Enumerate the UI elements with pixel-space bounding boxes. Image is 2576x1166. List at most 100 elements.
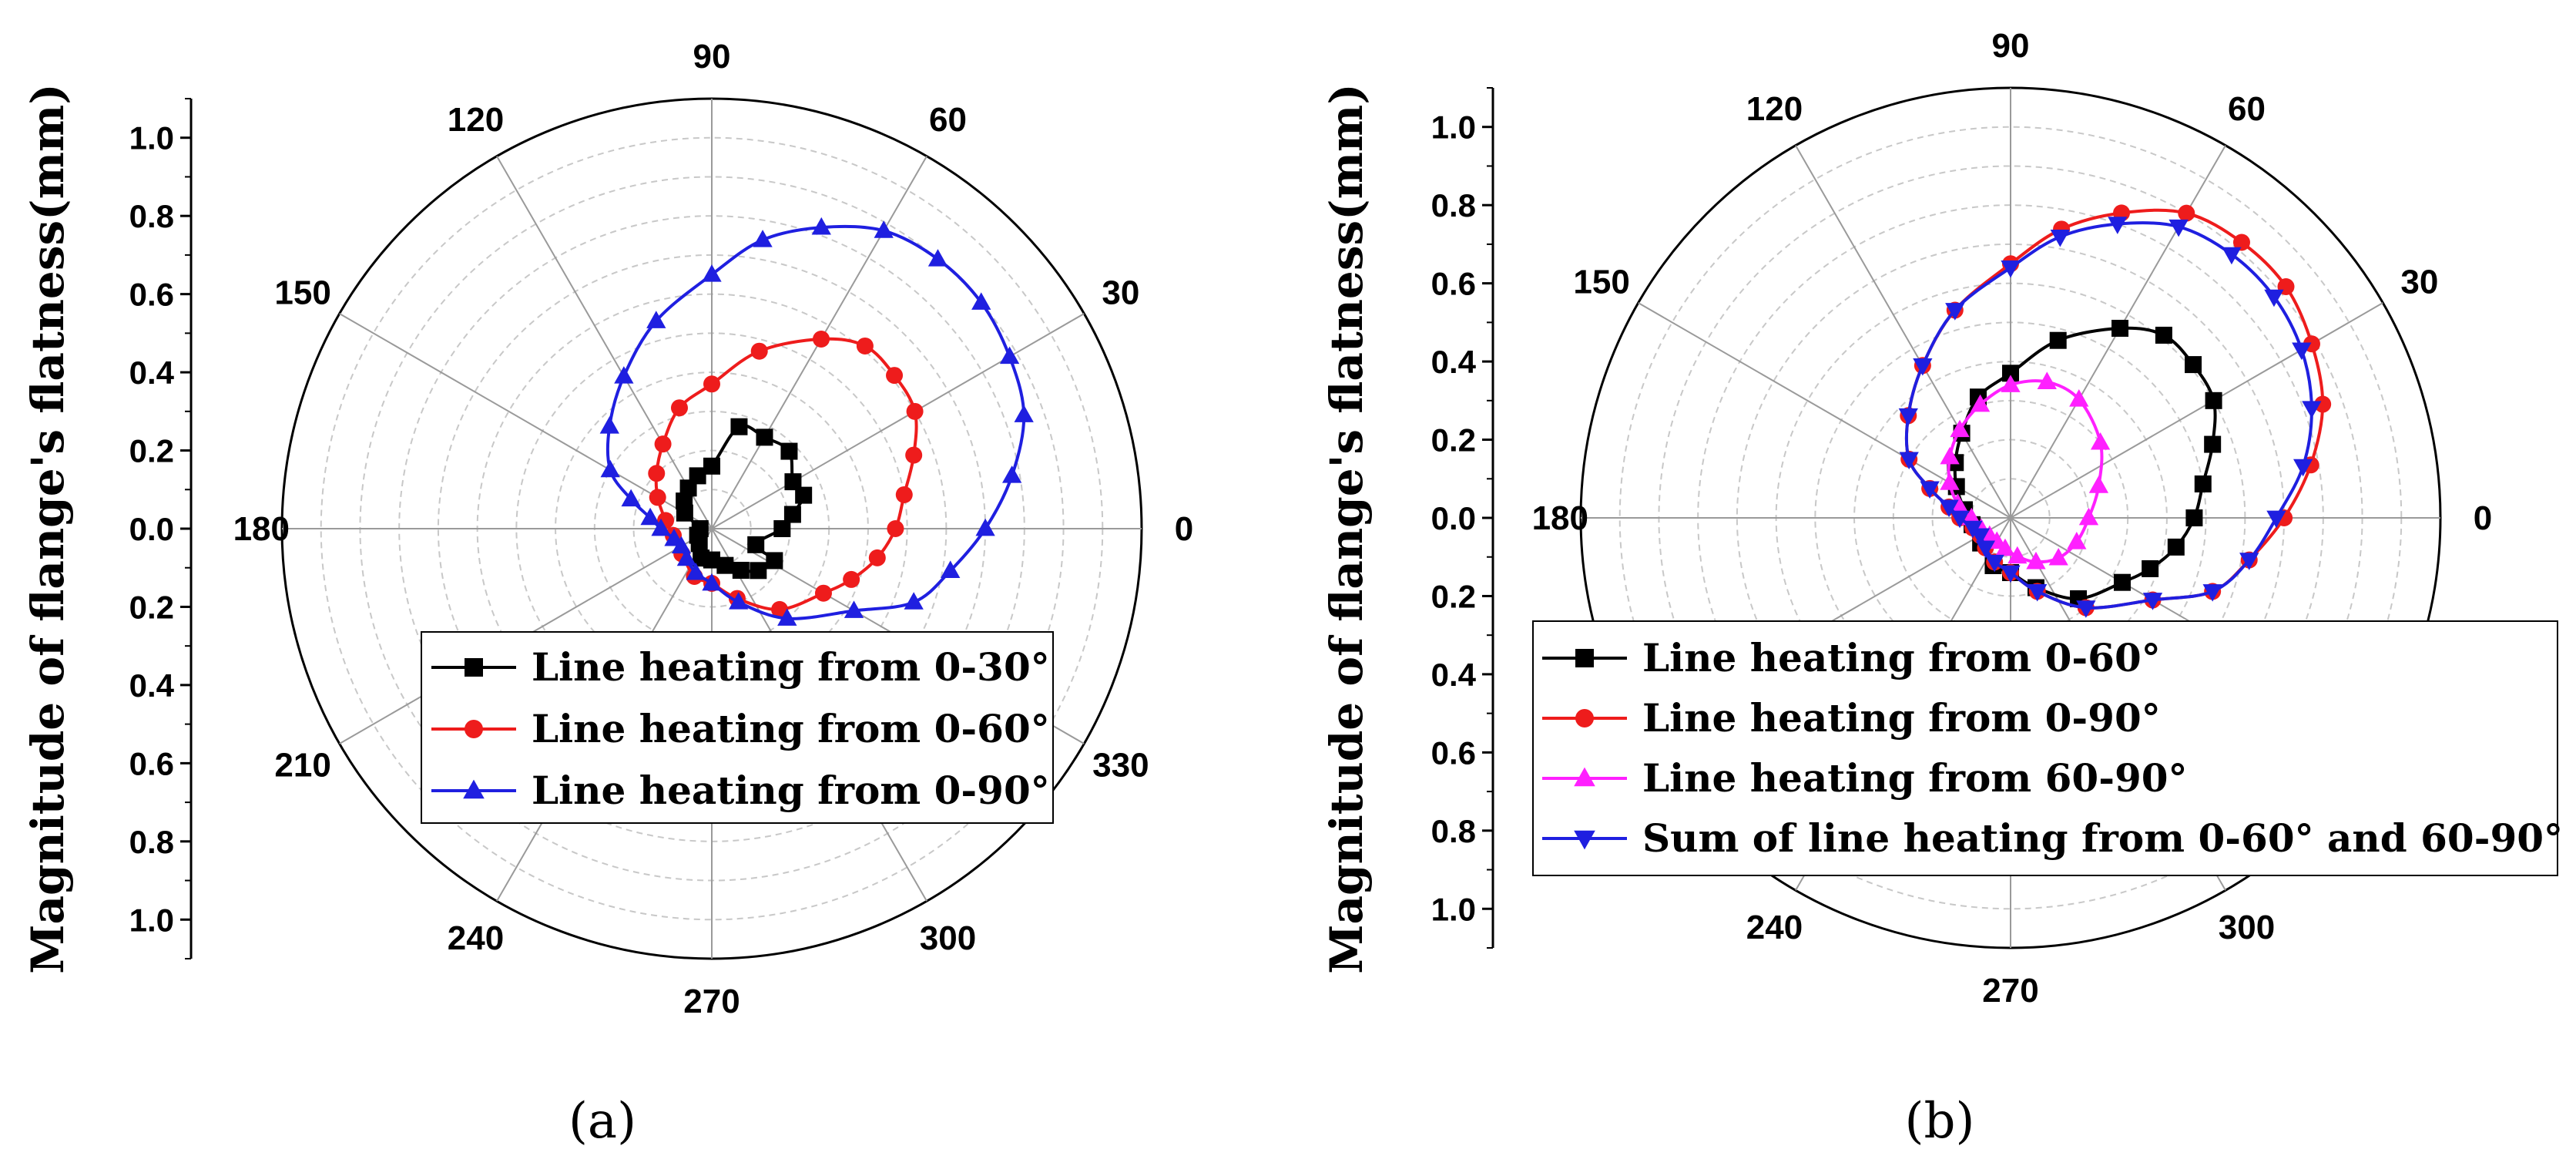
b-angle-label: 90: [1992, 27, 2030, 65]
a-data-point: [795, 486, 813, 504]
b-data-point: [2113, 573, 2131, 591]
a-data-point: [646, 311, 666, 328]
a-data-point: [640, 507, 660, 526]
b-angle-label: 60: [2228, 90, 2266, 128]
a-series-2: [599, 217, 1034, 626]
a-grid-spoke: [339, 313, 713, 529]
b-tick-label: 0.6: [1431, 734, 1476, 771]
a-data-point: [703, 551, 720, 569]
b-series-1: [1900, 204, 2332, 617]
a-data-point: [856, 337, 874, 355]
a-data-point: [599, 416, 619, 434]
a-angle-label: 270: [683, 983, 740, 1020]
b-data-point: [2202, 584, 2222, 602]
a-angle-label: 150: [274, 274, 330, 312]
b-data-point: [2185, 509, 2203, 526]
a-data-point: [905, 446, 923, 464]
a-data-point: [702, 264, 722, 282]
b-angle-label: 240: [1746, 909, 1803, 946]
b-angle-label: 300: [2219, 909, 2275, 946]
b-data-point: [1920, 481, 1940, 499]
a-data-point: [654, 435, 672, 453]
a-angle-label: 300: [920, 919, 976, 957]
b-data-point: [2178, 204, 2195, 222]
b-tick-label: 0.8: [1431, 187, 1476, 223]
a-angle-label: 0: [1175, 510, 1193, 548]
a-data-point: [670, 399, 688, 417]
b-data-point: [1975, 540, 1996, 559]
b-data-point: [2155, 326, 2172, 344]
a-series-0: [676, 418, 813, 580]
b-data-point: [2067, 532, 2087, 549]
a-data-point: [906, 402, 924, 420]
b-angle-label: 120: [1746, 90, 1803, 128]
a-tick-label: 0.4: [129, 667, 175, 704]
b-data-point: [1995, 538, 2015, 556]
panel-a-ylabel: Magnitude of flange's flatness(mm): [22, 83, 74, 974]
b-series-2: [1940, 371, 2111, 570]
a-tick-label: 0.2: [129, 433, 174, 469]
a-data-point: [771, 600, 789, 618]
b-tick-label: 0.4: [1431, 657, 1477, 693]
b-data-point: [2142, 559, 2159, 577]
panel-b-series: [1898, 204, 2332, 618]
b-legend-label: Line heating from 60-90°: [1642, 755, 2188, 801]
a-data-point: [843, 570, 860, 588]
a-data-point: [814, 584, 832, 602]
a-tick-label: 0.4: [129, 355, 175, 391]
b-angle-label: 0: [2474, 499, 2492, 537]
panel-a: Magnitude of flange's flatness(mm) 1.0 0.…: [22, 38, 1193, 1150]
b-data-point: [2088, 475, 2109, 493]
a-tick-label: 0.6: [129, 277, 174, 313]
a-data-point: [895, 486, 913, 503]
b-data-point: [2090, 432, 2111, 450]
a-grid-spoke: [711, 313, 1085, 529]
b-data-point: [2194, 475, 2212, 492]
panel-a-legend-box: [421, 631, 1054, 824]
b-legend-label: Line heating from 0-60°: [1642, 635, 2161, 680]
b-data-point: [2078, 507, 2099, 526]
a-angle-label: 240: [448, 919, 504, 957]
b-angle-label: 180: [1532, 499, 1588, 537]
a-data-point: [648, 465, 666, 482]
b-angle-label: 30: [2400, 264, 2438, 301]
a-data-point: [747, 536, 765, 553]
b-data-point: [1899, 452, 1919, 470]
b-data-point: [2076, 600, 2096, 618]
b-tick-label: 0.2: [1431, 422, 1476, 459]
panel-b-radial-axis: 1.0 0.8 0.6 0.4 0.2 0.0 0.2 0.4 0.6 0.8 1.0: [1431, 87, 1494, 949]
b-data-point: [2266, 510, 2286, 529]
a-data-point: [703, 375, 720, 393]
b-data-point: [2002, 365, 2019, 382]
a-data-point: [686, 563, 706, 580]
a-data-point: [753, 230, 773, 247]
a-data-point: [676, 504, 693, 522]
a-tick-label: 0.8: [129, 824, 174, 860]
b-data-point: [1945, 303, 1965, 321]
a-data-point: [927, 249, 948, 267]
a-data-point: [904, 592, 924, 610]
b-data-point: [2028, 583, 2048, 602]
a-legend-marker: [465, 720, 483, 738]
a-data-point: [783, 506, 801, 523]
b-tick-label: 0.4: [1431, 344, 1477, 380]
a-angle-label: 60: [929, 101, 967, 139]
a-data-point: [651, 518, 671, 536]
b-data-point: [2037, 371, 2057, 389]
a-data-point: [773, 520, 791, 537]
b-data-point: [2048, 547, 2068, 566]
b-data-point: [1984, 554, 2004, 573]
panel-a-caption: (a): [569, 1093, 636, 1150]
b-data-point: [1970, 528, 1991, 546]
b-legend-marker: [1574, 830, 1595, 850]
a-data-point: [750, 342, 768, 360]
a-grid-spoke: [496, 156, 713, 529]
a-legend-label: Line heating from 0-90°: [532, 768, 1050, 813]
b-data-point: [1950, 510, 1970, 529]
b-series-3: [1898, 217, 2322, 618]
a-legend-marker: [465, 658, 483, 677]
a-tick-label: 0.0: [129, 511, 174, 547]
b-tick-label: 1.0: [1431, 891, 1476, 927]
b-angle-label: 270: [1982, 972, 2038, 1010]
a-data-point: [702, 573, 722, 591]
